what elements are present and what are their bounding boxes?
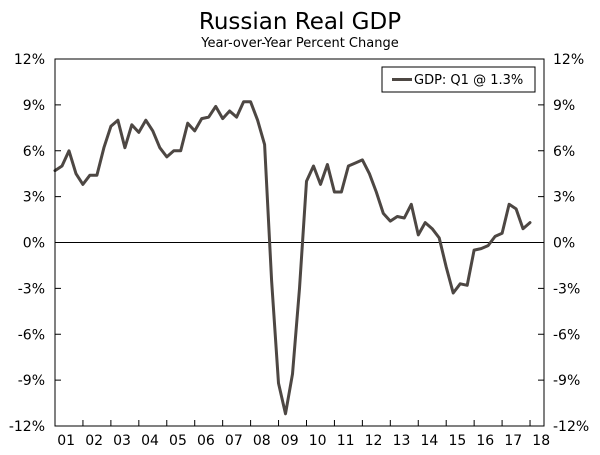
y-tick-label-right: 12% [553,52,584,68]
x-tick-label: 18 [532,433,550,449]
y-tick-label-right: -6% [553,327,580,343]
y-tick-label-right: 0% [553,236,575,252]
y-tick-label-left: 9% [23,98,45,114]
x-tick-label: 12 [365,433,383,449]
y-tick-label-left: -3% [18,281,45,297]
x-tick-label: 03 [113,433,131,449]
x-tick-label: 09 [281,433,299,449]
x-tick-label: 14 [421,433,439,449]
x-tick-label: 06 [197,433,215,449]
y-tick-label-right: -3% [553,281,580,297]
y-tick-label-right: 6% [553,144,575,160]
x-tick-label: 15 [448,433,466,449]
chart-subtitle: Year-over-Year Percent Change [201,36,399,51]
x-tick-label: 10 [309,433,327,449]
x-tick-label: 04 [141,433,159,449]
y-tick-label-left: 3% [23,190,45,206]
x-tick-label: 01 [57,433,75,449]
legend-label: GDP: Q1 @ 1.3% [414,73,523,88]
x-tick-label: 13 [393,433,411,449]
y-tick-label-left: 12% [14,52,45,68]
y-tick-label-right: 9% [553,98,575,114]
x-tick-label: 02 [85,433,103,449]
x-tick-label: 16 [476,433,494,449]
x-tick-label: 05 [169,433,187,449]
series-line-gdp [53,100,532,416]
x-tick-label: 11 [337,433,355,449]
y-tick-label-left: -12% [9,419,45,435]
y-tick-label-right: -12% [553,419,589,435]
y-tick-label-left: -9% [18,373,45,389]
y-tick-label-right: 3% [553,190,575,206]
y-tick-label-left: 0% [23,236,45,252]
x-tick-label: 07 [225,433,243,449]
chart-title: Russian Real GDP [198,9,402,35]
y-tick-label-left: -6% [18,327,45,343]
x-tick-label: 08 [253,433,271,449]
plot-frame [54,58,545,427]
legend: GDP: Q1 @ 1.3% [381,66,536,93]
y-tick-label-right: -9% [553,373,580,389]
x-tick-label: 17 [504,433,522,449]
y-tick-label-left: 6% [23,144,45,160]
